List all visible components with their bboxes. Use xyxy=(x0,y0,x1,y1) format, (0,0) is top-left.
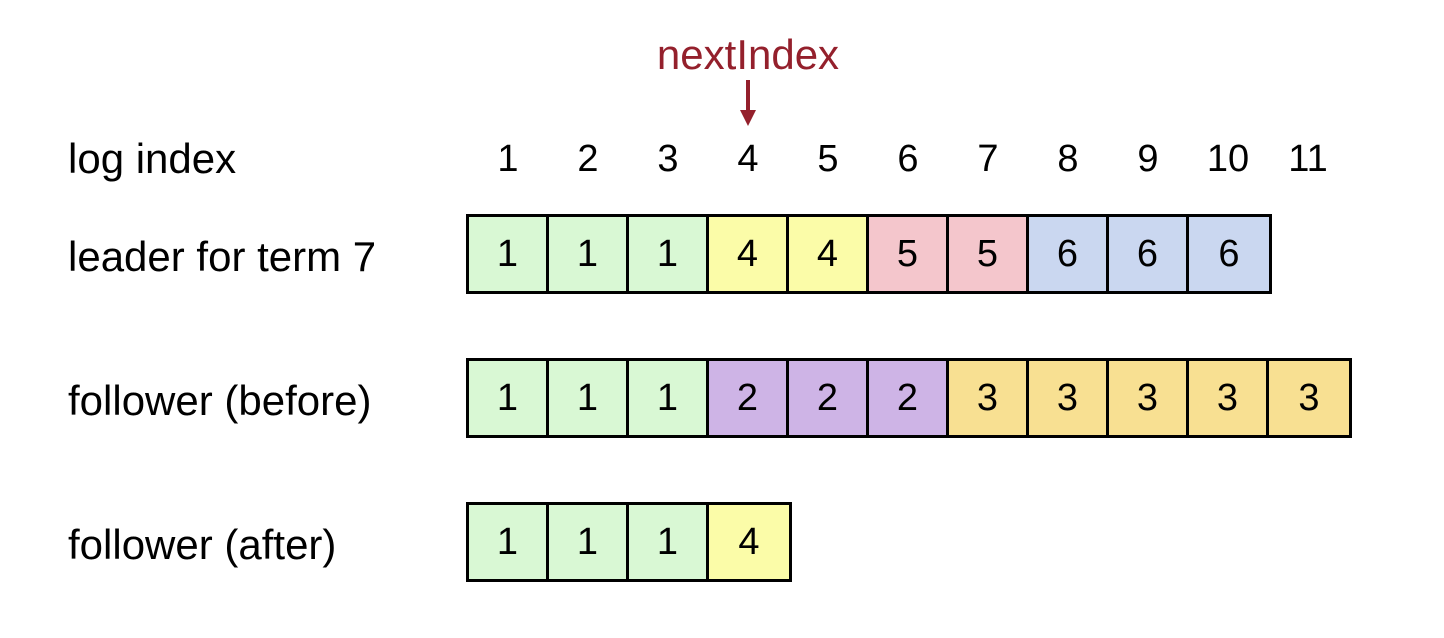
log-entry: 1 xyxy=(549,505,629,579)
log-entry: 1 xyxy=(469,217,549,291)
log-entry: 3 xyxy=(1029,361,1109,435)
log-entry: 1 xyxy=(549,361,629,435)
log-entry: 2 xyxy=(869,361,949,435)
log-entry: 3 xyxy=(1109,361,1189,435)
log-entry: 1 xyxy=(629,505,709,579)
log-entry: 6 xyxy=(1109,217,1189,291)
log-index-number: 5 xyxy=(817,138,839,180)
log-entry: 3 xyxy=(1189,361,1269,435)
log-entry: 3 xyxy=(949,361,1029,435)
log-index-number: 11 xyxy=(1288,138,1328,180)
leader-row-label: leader for term 7 xyxy=(68,233,377,280)
log-entry: 4 xyxy=(789,217,869,291)
log-index-number: 10 xyxy=(1206,138,1250,180)
log-entry: 2 xyxy=(709,361,789,435)
next-index-label: nextIndex xyxy=(656,31,840,78)
log-entry: 1 xyxy=(629,361,709,435)
log-index-number: 2 xyxy=(577,138,599,180)
log-entry: 3 xyxy=(1269,361,1349,435)
log-entry: 1 xyxy=(469,505,549,579)
log-index-number: 8 xyxy=(1057,138,1079,180)
log-entry: 1 xyxy=(469,361,549,435)
log-entry: 4 xyxy=(709,217,789,291)
log-entry: 5 xyxy=(949,217,1029,291)
log-entry: 6 xyxy=(1189,217,1269,291)
log-entry: 5 xyxy=(869,217,949,291)
log-index-number: 4 xyxy=(737,138,759,180)
log-index-number: 7 xyxy=(977,138,999,180)
log-entry: 6 xyxy=(1029,217,1109,291)
log-index-number: 9 xyxy=(1137,138,1159,180)
follower-after-row-label: follower (after) xyxy=(68,521,337,568)
log-entry: 4 xyxy=(709,505,789,579)
log-entry: 1 xyxy=(629,217,709,291)
log-index-label: log index xyxy=(68,135,237,182)
log-entry: 2 xyxy=(789,361,869,435)
log-index-number: 6 xyxy=(897,138,919,180)
log-index-number: 1 xyxy=(497,138,519,180)
down-arrow-icon xyxy=(740,80,756,126)
log-entry: 1 xyxy=(549,217,629,291)
log-index-number: 3 xyxy=(657,138,679,180)
follower-before-row-label: follower (before) xyxy=(68,377,372,424)
